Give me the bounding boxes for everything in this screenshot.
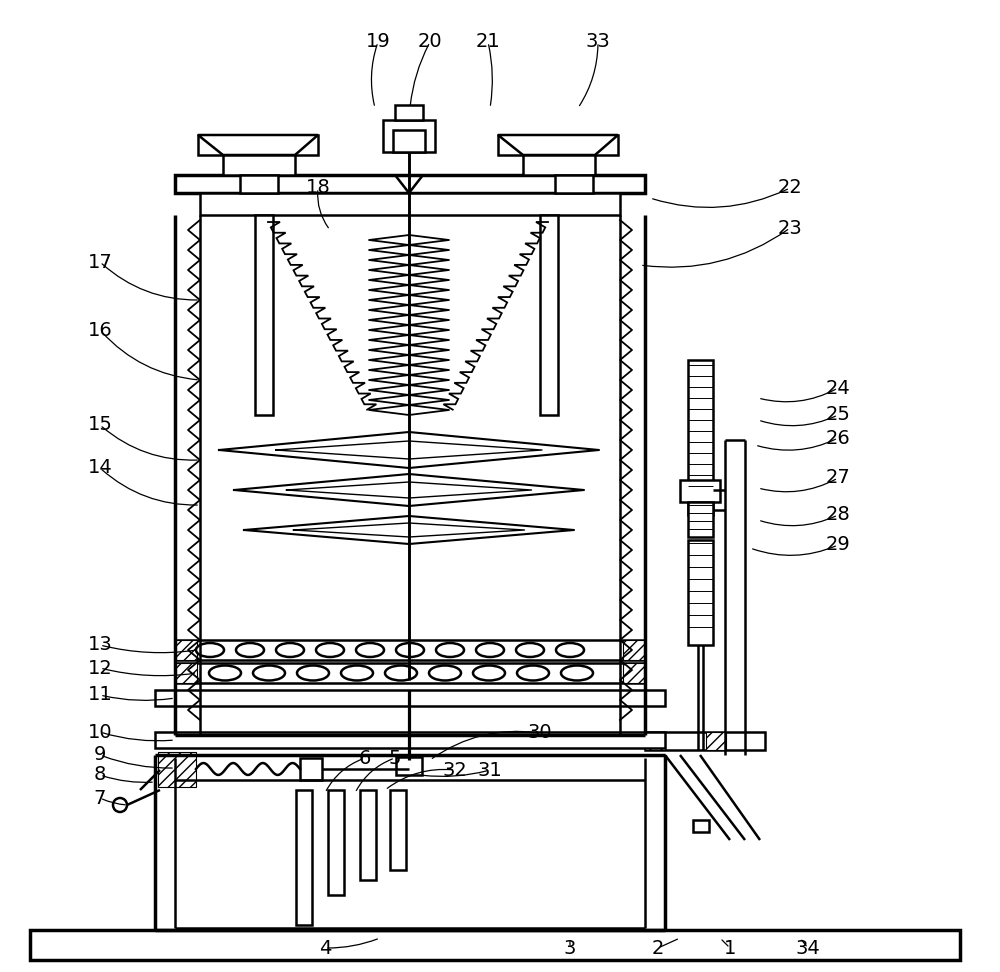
Text: 17: 17 xyxy=(88,253,112,271)
Bar xyxy=(300,758,322,780)
Ellipse shape xyxy=(236,643,264,657)
Text: 11: 11 xyxy=(88,685,112,705)
Ellipse shape xyxy=(476,643,504,657)
Bar xyxy=(175,663,645,683)
Text: 20: 20 xyxy=(418,32,442,52)
Ellipse shape xyxy=(556,643,584,657)
Bar xyxy=(390,790,406,870)
Bar xyxy=(328,790,344,895)
Text: 25: 25 xyxy=(826,405,850,425)
Bar xyxy=(693,820,709,832)
Text: 10: 10 xyxy=(88,722,112,742)
Text: 31: 31 xyxy=(478,760,502,780)
Text: 7: 7 xyxy=(94,788,106,808)
Ellipse shape xyxy=(517,666,549,680)
Text: 13: 13 xyxy=(88,636,112,654)
Bar xyxy=(680,480,720,502)
Text: 22: 22 xyxy=(778,179,802,197)
Ellipse shape xyxy=(209,666,241,680)
Text: 6: 6 xyxy=(359,748,371,768)
Bar xyxy=(175,663,197,683)
Bar xyxy=(30,930,960,960)
Text: 33: 33 xyxy=(586,32,610,52)
Bar xyxy=(198,135,318,155)
Text: 15: 15 xyxy=(88,415,112,434)
Bar xyxy=(155,690,665,706)
Text: 9: 9 xyxy=(94,746,106,765)
Text: 3: 3 xyxy=(564,939,576,957)
Bar xyxy=(395,105,423,120)
Polygon shape xyxy=(498,135,618,155)
Text: 21: 21 xyxy=(476,32,500,52)
Text: 30: 30 xyxy=(528,723,552,743)
Text: 18: 18 xyxy=(306,179,330,197)
Bar xyxy=(175,640,645,660)
Text: 2: 2 xyxy=(652,939,664,957)
Bar xyxy=(360,790,376,880)
Ellipse shape xyxy=(253,666,285,680)
Text: 29: 29 xyxy=(826,536,850,554)
Bar xyxy=(255,215,273,415)
Ellipse shape xyxy=(516,643,544,657)
Bar xyxy=(645,732,765,750)
Bar xyxy=(393,130,425,152)
Bar xyxy=(175,640,197,660)
Text: 26: 26 xyxy=(826,429,850,447)
Bar xyxy=(645,732,665,750)
Bar xyxy=(155,732,665,748)
Text: 5: 5 xyxy=(389,748,401,768)
Ellipse shape xyxy=(396,643,424,657)
Ellipse shape xyxy=(356,643,384,657)
Bar xyxy=(296,790,312,925)
Text: 32: 32 xyxy=(443,760,467,780)
Bar xyxy=(623,640,645,660)
Ellipse shape xyxy=(385,666,417,680)
Bar xyxy=(688,502,713,537)
Bar xyxy=(396,757,422,775)
Ellipse shape xyxy=(561,666,593,680)
Bar xyxy=(623,663,645,683)
Bar xyxy=(223,155,295,175)
Ellipse shape xyxy=(436,643,464,657)
Ellipse shape xyxy=(276,643,304,657)
Bar xyxy=(383,120,435,152)
Text: 14: 14 xyxy=(88,459,112,477)
Bar xyxy=(200,193,620,215)
Bar xyxy=(498,135,618,155)
Ellipse shape xyxy=(473,666,505,680)
Text: 8: 8 xyxy=(94,766,106,784)
Text: 34: 34 xyxy=(796,939,820,957)
Text: 23: 23 xyxy=(778,219,802,237)
Text: 4: 4 xyxy=(319,939,331,957)
Text: 28: 28 xyxy=(826,505,850,525)
Ellipse shape xyxy=(297,666,329,680)
Bar xyxy=(688,360,713,515)
Text: 1: 1 xyxy=(724,939,736,957)
Bar xyxy=(523,155,595,175)
Bar xyxy=(240,175,278,193)
Bar xyxy=(555,175,593,193)
Text: 12: 12 xyxy=(88,658,112,677)
Bar xyxy=(158,752,196,787)
Ellipse shape xyxy=(196,643,224,657)
Bar xyxy=(175,175,645,193)
Bar xyxy=(540,215,558,415)
Bar xyxy=(706,732,726,750)
Text: 19: 19 xyxy=(366,32,390,52)
Ellipse shape xyxy=(316,643,344,657)
Text: 27: 27 xyxy=(826,469,850,488)
Ellipse shape xyxy=(341,666,373,680)
Bar xyxy=(688,540,713,645)
Ellipse shape xyxy=(429,666,461,680)
Text: 16: 16 xyxy=(88,321,112,339)
Text: 24: 24 xyxy=(826,378,850,398)
Polygon shape xyxy=(198,135,318,155)
